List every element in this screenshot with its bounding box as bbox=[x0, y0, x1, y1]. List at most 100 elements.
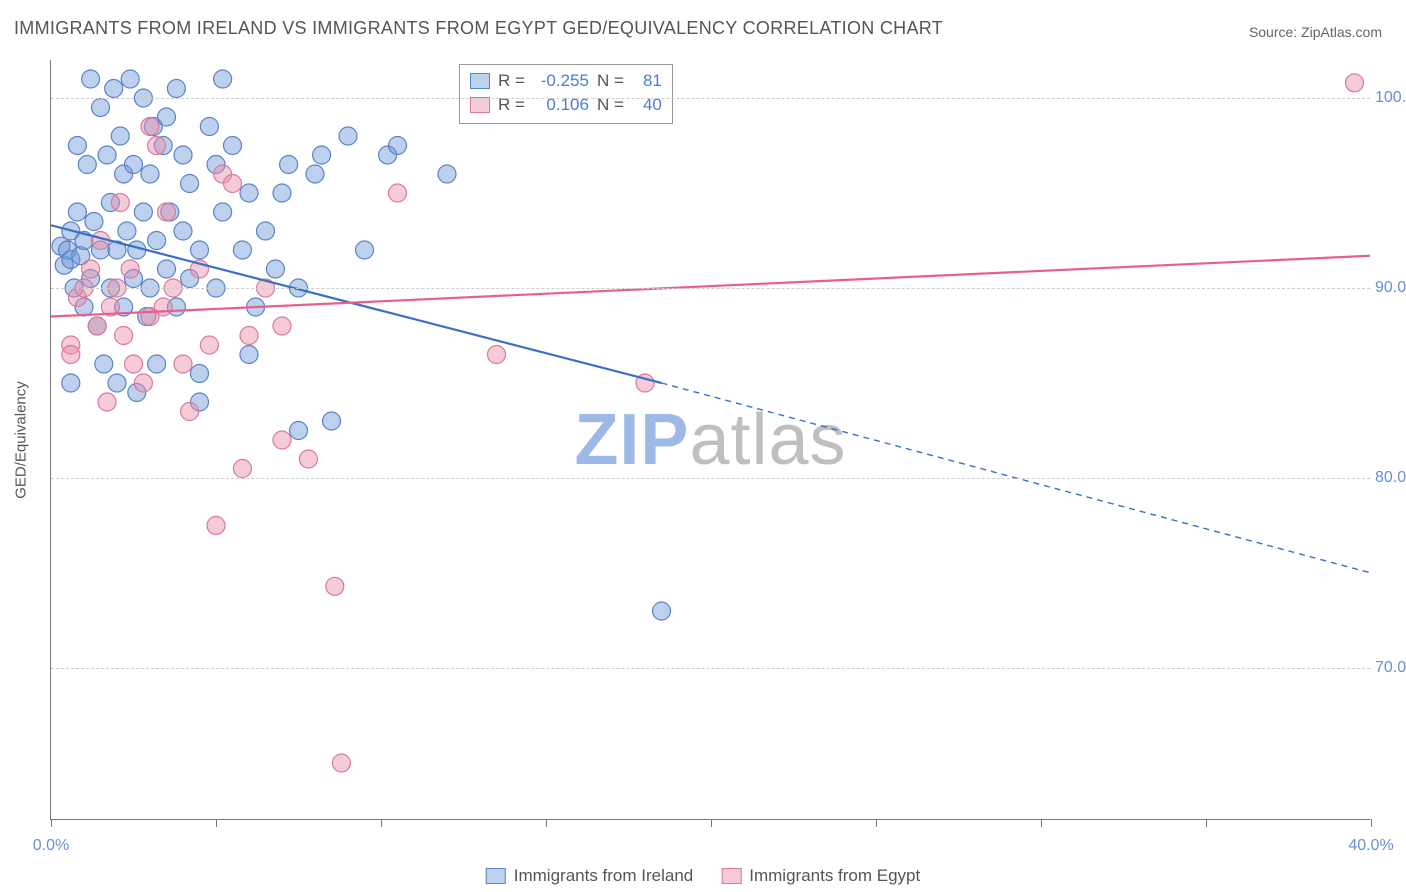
data-point bbox=[273, 317, 291, 335]
data-point bbox=[148, 232, 166, 250]
data-point bbox=[134, 374, 152, 392]
trend-line bbox=[51, 256, 1370, 317]
x-tick bbox=[546, 819, 547, 827]
data-point bbox=[82, 70, 100, 88]
data-point bbox=[158, 203, 176, 221]
x-tick bbox=[1041, 819, 1042, 827]
data-point bbox=[158, 260, 176, 278]
data-point bbox=[207, 517, 225, 535]
data-point bbox=[313, 146, 331, 164]
data-point bbox=[174, 146, 192, 164]
data-point bbox=[148, 137, 166, 155]
data-point bbox=[68, 137, 86, 155]
legend-label-egypt: Immigrants from Egypt bbox=[749, 866, 920, 886]
gridline bbox=[51, 288, 1370, 289]
x-tick-label: 0.0% bbox=[33, 837, 69, 855]
data-point bbox=[134, 203, 152, 221]
data-point bbox=[174, 355, 192, 373]
x-tick bbox=[216, 819, 217, 827]
data-point bbox=[118, 222, 136, 240]
data-point bbox=[121, 70, 139, 88]
data-point bbox=[95, 355, 113, 373]
data-point bbox=[224, 137, 242, 155]
data-point bbox=[356, 241, 374, 259]
data-point bbox=[290, 422, 308, 440]
data-point bbox=[111, 127, 129, 145]
data-point bbox=[389, 184, 407, 202]
x-tick-label: 40.0% bbox=[1348, 837, 1393, 855]
data-point bbox=[200, 336, 218, 354]
data-point bbox=[240, 184, 258, 202]
data-point bbox=[108, 374, 126, 392]
data-point bbox=[174, 222, 192, 240]
data-point bbox=[299, 450, 317, 468]
data-point bbox=[233, 460, 251, 478]
legend-item-ireland: Immigrants from Ireland bbox=[486, 866, 694, 886]
data-point bbox=[339, 127, 357, 145]
data-point bbox=[389, 137, 407, 155]
y-tick-label: 80.0% bbox=[1375, 469, 1406, 487]
data-point bbox=[181, 403, 199, 421]
source-label: Source: ZipAtlas.com bbox=[1249, 24, 1382, 40]
data-point bbox=[141, 118, 159, 136]
data-point bbox=[98, 393, 116, 411]
chart-svg bbox=[51, 60, 1370, 819]
y-tick-label: 100.0% bbox=[1375, 89, 1406, 107]
data-point bbox=[1346, 74, 1364, 92]
gridline bbox=[51, 98, 1370, 99]
data-point bbox=[111, 194, 129, 212]
data-point bbox=[438, 165, 456, 183]
data-point bbox=[257, 222, 275, 240]
data-point bbox=[88, 317, 106, 335]
x-tick bbox=[381, 819, 382, 827]
data-point bbox=[125, 156, 143, 174]
data-point bbox=[191, 365, 209, 383]
data-point bbox=[332, 754, 350, 772]
plot-area: GED/Equivalency ZIPatlas R = -0.255 N = … bbox=[50, 60, 1370, 820]
data-point bbox=[266, 260, 284, 278]
gridline bbox=[51, 478, 1370, 479]
data-point bbox=[121, 260, 139, 278]
data-point bbox=[181, 175, 199, 193]
data-point bbox=[240, 327, 258, 345]
data-point bbox=[273, 184, 291, 202]
data-point bbox=[214, 203, 232, 221]
legend-item-egypt: Immigrants from Egypt bbox=[721, 866, 920, 886]
chart-title: IMMIGRANTS FROM IRELAND VS IMMIGRANTS FR… bbox=[14, 18, 943, 39]
x-tick bbox=[1206, 819, 1207, 827]
legend-label-ireland: Immigrants from Ireland bbox=[514, 866, 694, 886]
swatch-pink-icon bbox=[721, 868, 741, 884]
data-point bbox=[92, 99, 110, 117]
data-point bbox=[326, 577, 344, 595]
y-tick-label: 90.0% bbox=[1375, 279, 1406, 297]
data-point bbox=[68, 203, 86, 221]
y-tick-label: 70.0% bbox=[1375, 659, 1406, 677]
data-point bbox=[488, 346, 506, 364]
data-point bbox=[78, 156, 96, 174]
swatch-blue-icon bbox=[486, 868, 506, 884]
data-point bbox=[200, 118, 218, 136]
x-tick bbox=[51, 819, 52, 827]
gridline bbox=[51, 668, 1370, 669]
data-point bbox=[154, 298, 172, 316]
data-point bbox=[148, 355, 166, 373]
x-tick bbox=[711, 819, 712, 827]
data-point bbox=[98, 146, 116, 164]
data-point bbox=[125, 355, 143, 373]
x-tick bbox=[876, 819, 877, 827]
data-point bbox=[82, 260, 100, 278]
data-point bbox=[273, 431, 291, 449]
data-point bbox=[85, 213, 103, 231]
data-point bbox=[224, 175, 242, 193]
bottom-legend: Immigrants from Ireland Immigrants from … bbox=[486, 866, 921, 886]
data-point bbox=[62, 374, 80, 392]
data-point bbox=[115, 327, 133, 345]
data-point bbox=[214, 70, 232, 88]
data-point bbox=[280, 156, 298, 174]
data-point bbox=[62, 346, 80, 364]
y-axis-label: GED/Equivalency bbox=[13, 381, 30, 499]
data-point bbox=[141, 165, 159, 183]
data-point bbox=[323, 412, 341, 430]
data-point bbox=[240, 346, 258, 364]
data-point bbox=[167, 80, 185, 98]
